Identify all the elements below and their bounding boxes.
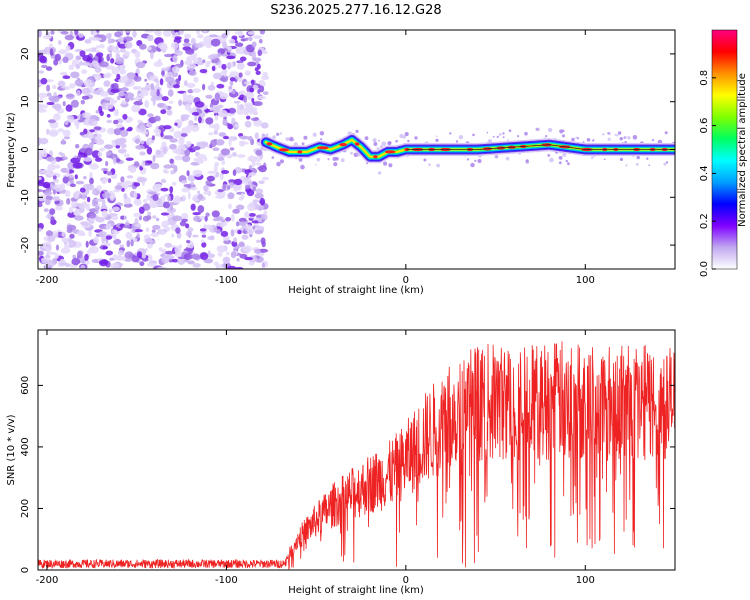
x-tick-label: 0 bbox=[403, 275, 409, 286]
x-tick-label: -200 bbox=[36, 275, 59, 286]
colorbar-tick-label: 0.6 bbox=[699, 118, 710, 134]
x-tick-label: -200 bbox=[36, 575, 59, 586]
spectrogram-signal-track bbox=[259, 127, 675, 175]
y-tick-label: 400 bbox=[20, 437, 31, 456]
x-tick-label: 100 bbox=[576, 275, 595, 286]
y-tick-label: 0 bbox=[20, 146, 31, 152]
y-tick-label: -10 bbox=[20, 189, 31, 205]
snr-x-axis-label: Height of straight line (km) bbox=[288, 585, 424, 596]
y-tick-label: 600 bbox=[20, 376, 31, 395]
snr-frame bbox=[37, 329, 676, 571]
y-tick-label: 200 bbox=[20, 499, 31, 518]
colorbar-tick-label: 0.4 bbox=[699, 165, 710, 181]
spectrogram-x-axis-label: Height of straight line (km) bbox=[288, 285, 424, 296]
snr-y-axis-label: SNR (10 * v/v) bbox=[6, 414, 17, 485]
x-tick-label: 0 bbox=[403, 575, 409, 586]
colorbar: 0.0 0.2 0.4 0.6 0.8 Normalized spectral ampl… bbox=[699, 29, 748, 277]
colorbar-tick-label: 0.2 bbox=[699, 213, 710, 229]
chart-title: S236.2025.277.16.12.G28 bbox=[270, 3, 441, 18]
x-tick-label: -100 bbox=[215, 575, 238, 586]
colorbar-tick-label: 0.8 bbox=[699, 70, 710, 86]
x-tick-label: -100 bbox=[215, 275, 238, 286]
colorbar-label: Normalized spectral amplitude bbox=[737, 73, 748, 227]
y-tick-label: 0 bbox=[20, 567, 31, 573]
spectrogram-noise bbox=[38, 30, 270, 269]
y-tick-label: 20 bbox=[20, 48, 31, 61]
colorbar-tick-label: 0.0 bbox=[699, 261, 710, 277]
snr-series-line bbox=[38, 341, 675, 570]
x-tick-label: 100 bbox=[576, 575, 595, 586]
y-tick-label: 10 bbox=[20, 95, 31, 108]
y-tick-label: -20 bbox=[20, 237, 31, 253]
spectrogram-y-axis-label: Frequency (Hz) bbox=[6, 112, 17, 188]
snr-panel: -200 -100 0 100 0 200 400 600 Height of straig… bbox=[6, 329, 676, 596]
colorbar-gradient bbox=[711, 29, 738, 270]
